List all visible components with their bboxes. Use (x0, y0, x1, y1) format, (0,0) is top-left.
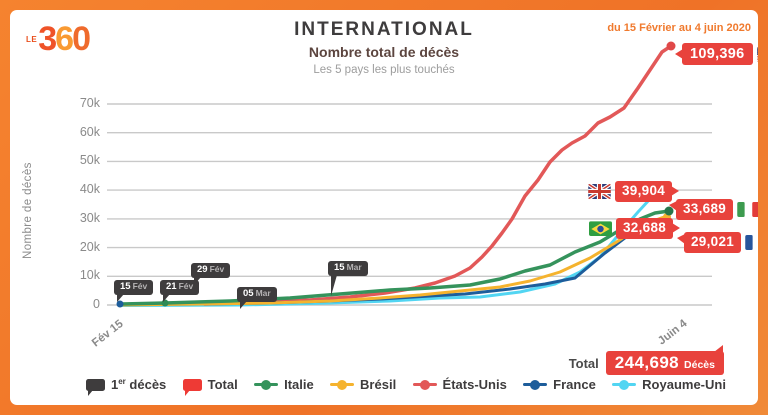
legend-item-france: France (523, 377, 596, 392)
total-label: Total (568, 355, 599, 371)
us-flag-icon (756, 46, 758, 62)
annotation-first-death-21-fev: 21 Fév (160, 280, 200, 302)
annotation-day: 29 (197, 264, 208, 275)
annotation-month: Mar (255, 288, 271, 298)
italy-flag-icon (737, 201, 758, 217)
total-row: Total 244,698 Décès (568, 345, 724, 375)
legend-label: 1er décès (111, 377, 167, 392)
bresil-line-icon (330, 379, 355, 390)
y-tick-label: 10k (79, 268, 100, 283)
annotation-month: Fév (209, 264, 225, 274)
annotation-day: 15 (120, 281, 131, 292)
total-value-badge: 244,698 Décès (605, 345, 724, 375)
chart-caption: Les 5 pays les plus touchés (313, 64, 455, 77)
total-value: 244,698 (614, 353, 680, 372)
chart-subtitle: Nombre total de décès (308, 43, 460, 60)
etats-unis-line-icon (412, 379, 437, 390)
annotation-first-death-29-fev: 29 Fév (191, 263, 231, 285)
chart-svg (107, 41, 712, 308)
france-value-row: 29,021 (676, 232, 758, 253)
legend-label: France (553, 377, 596, 392)
legend-item-total: Total (182, 377, 238, 396)
total-unit: Décès (684, 359, 715, 371)
us-value-badge: 109,396 (682, 43, 753, 66)
y-tick-label: 60k (79, 124, 100, 139)
uk-flag-icon (588, 183, 611, 199)
brazil-flag-icon (589, 221, 612, 236)
logo-digit: 6 (55, 20, 74, 58)
annotation-first-death-05-mar: 05 Mar (237, 287, 277, 309)
y-tick-label: 0 (93, 297, 100, 311)
italie-line-icon (254, 379, 279, 390)
annotation-month: Fév (132, 281, 148, 291)
legend-item-etats-unis: États-Unis (412, 377, 507, 392)
logo-le-text: LE (26, 35, 38, 44)
annotation-day: 05 (243, 288, 254, 299)
first-death-flag-icon (86, 378, 105, 396)
y-tick-label: 70k (79, 96, 100, 110)
annotation-first-death-15-fev: 15 Fév (114, 280, 154, 302)
us-value-row: 109,396 (682, 43, 758, 66)
legend-item-royaume-uni: Royaume-Uni (612, 377, 726, 392)
le360-logo: LE 3 6 0 (26, 20, 91, 58)
legend-item-bresil: Brésil (330, 377, 396, 392)
legend-label: Brésil (360, 377, 397, 392)
legend-label: Royaume-Uni (642, 377, 726, 392)
brazil-value-row: 32,688 (589, 218, 674, 239)
annotation-day: 21 (166, 281, 177, 292)
legend-label: États-Unis (442, 377, 507, 392)
legend: 1er décès Total Italie Brésil États-Unis… (86, 377, 726, 396)
y-tick-label: 40k (79, 182, 100, 197)
brazil-value-badge: 32,688 (616, 218, 674, 239)
france-value-badge: 29,021 (676, 232, 742, 253)
chart-header: INTERNATIONAL Nombre total de décès Les … (10, 18, 758, 78)
infographic-canvas: LE 3 6 0 INTERNATIONAL Nombre total de d… (10, 10, 758, 405)
logo-digit: 3 (38, 20, 57, 58)
logo-digit: 0 (72, 20, 91, 58)
royaume-uni-line-icon (612, 379, 637, 390)
annotation-month: Mar (346, 262, 362, 272)
date-range-label: du 15 Février au 4 juin 2020 (607, 22, 751, 34)
annotation-month: Fév (178, 281, 194, 291)
france-flag-icon (745, 234, 758, 250)
annotation-day: 15 (334, 262, 345, 273)
page-title: INTERNATIONAL (294, 19, 474, 40)
annotation-first-death-15-mar: 15 Mar (328, 261, 368, 296)
y-tick-labels: 70k 60k 50k 40k 30k 20k 10k 0 (54, 10, 100, 405)
legend-label: Italie (284, 377, 314, 392)
total-flag-icon (182, 378, 202, 396)
y-tick-label: 20k (79, 239, 100, 254)
y-tick-label: 50k (79, 153, 100, 168)
legend-label: Total (207, 377, 238, 392)
legend-item-first-death: 1er décès (86, 377, 167, 396)
y-tick-label: 30k (79, 210, 100, 225)
italy-value-badge: 33,689 (668, 199, 734, 220)
legend-item-italie: Italie (254, 377, 314, 392)
france-line-icon (523, 379, 548, 390)
uk-value-badge: 39,904 (615, 181, 673, 202)
italy-value-row: 33,689 (668, 199, 758, 220)
uk-value-row: 39,904 (588, 181, 673, 202)
